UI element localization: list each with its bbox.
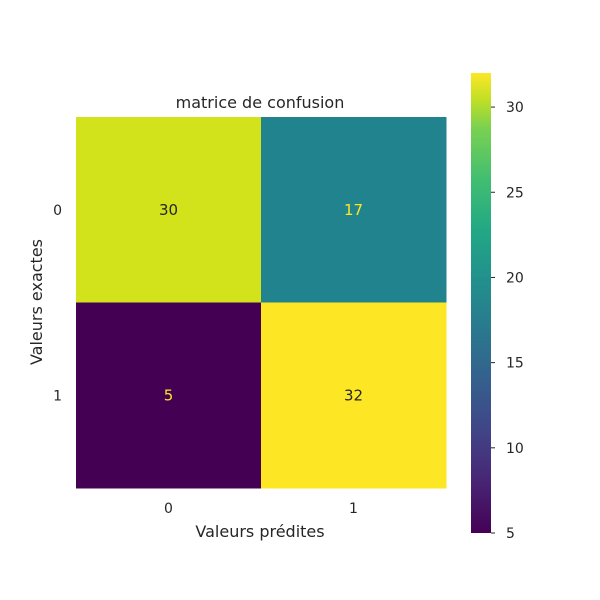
y-tick-label-0: 0 — [53, 203, 62, 219]
y-tick-label-1: 1 — [53, 388, 62, 404]
heatmap-cell-r0-c0 — [76, 117, 262, 303]
colorbar-tick-label-1: 10 — [506, 441, 524, 457]
chart-title: matrice de confusion — [176, 93, 345, 112]
heatmap-values: 30 17 5 32 — [159, 201, 363, 405]
colorbar-tick-label-5: 30 — [506, 100, 524, 116]
colorbar — [471, 73, 491, 533]
colorbar-tick-label-2: 15 — [506, 356, 524, 372]
colorbar-tick-label-4: 25 — [506, 185, 524, 201]
x-tick-label-0: 0 — [164, 501, 173, 517]
x-tick-label-1: 1 — [349, 501, 358, 517]
heatmap-value-r0-c0: 30 — [159, 201, 178, 219]
heatmap-cell-r0-c1 — [261, 117, 447, 303]
colorbar-tick-label-0: 5 — [506, 526, 515, 542]
y-tick-labels: 01 — [53, 203, 62, 405]
y-axis-label: Valeurs exactes — [27, 239, 46, 365]
heatmap-value-r0-c1: 17 — [344, 201, 363, 219]
heatmap-cells — [76, 117, 447, 489]
colorbar-ticks: 5 10 15 20 25 30 — [491, 100, 524, 542]
heatmap-cell-r1-c1 — [261, 302, 447, 489]
heatmap-value-r1-c1: 32 — [344, 386, 363, 404]
colorbar-tick-label-3: 20 — [506, 270, 524, 286]
x-axis-label: Valeurs prédites — [195, 522, 324, 541]
heatmap-cell-r1-c0 — [76, 302, 262, 489]
heatmap-value-r1-c0: 5 — [164, 386, 174, 404]
